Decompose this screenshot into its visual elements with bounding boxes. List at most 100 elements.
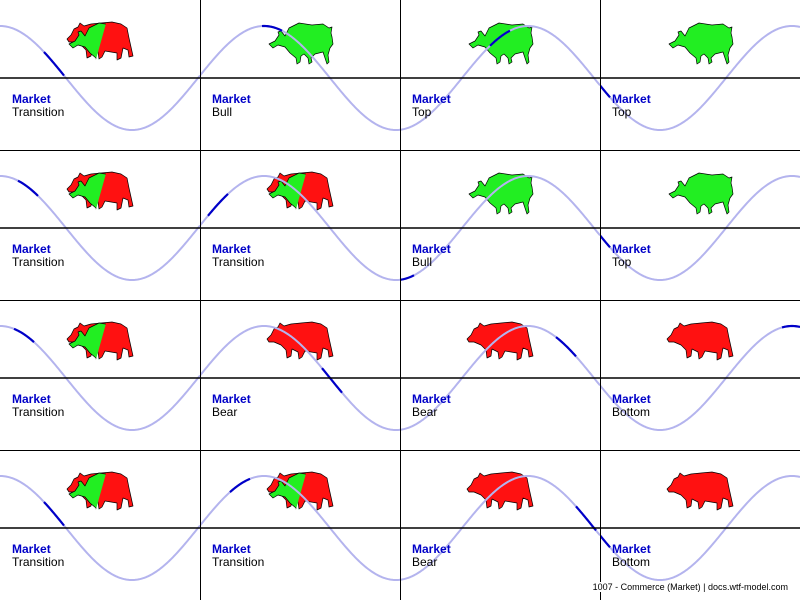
card-title: Market (412, 542, 451, 556)
card-phase-label: Bottom (612, 555, 651, 569)
card-phase-label: Top (612, 105, 632, 119)
card-phase-label: Bottom (612, 405, 651, 419)
current-phase-marker (43, 501, 65, 527)
bull-bear-icon (66, 21, 134, 65)
market-card: Market Transition (200, 150, 400, 300)
market-cycle-wave (200, 174, 400, 282)
card-title: Market (612, 92, 651, 106)
current-phase-marker (575, 505, 597, 532)
cycle-diagram (0, 450, 200, 582)
bull-bear-icon (66, 471, 134, 515)
current-phase-marker (600, 534, 611, 549)
bull-icon (268, 22, 334, 65)
card-phase-label: Bear (412, 405, 438, 419)
market-card: Market Top (400, 0, 600, 150)
market-card: Market Transition (0, 150, 200, 300)
bull-icon (468, 22, 534, 65)
bull-icon (468, 172, 534, 215)
current-phase-marker (229, 477, 251, 493)
card-phase-label: Transition (12, 555, 65, 569)
card-phase-label: Top (612, 255, 632, 269)
card-phase-label: Bull (212, 105, 233, 119)
market-card: Market Bear (200, 300, 400, 450)
market-cycle-wave (0, 25, 200, 132)
card-title: Market (12, 392, 51, 406)
cycle-diagram (0, 300, 200, 432)
market-cycle-wave (600, 324, 800, 432)
card-phase-label: Transition (12, 105, 65, 119)
card-phase-label: Bull (412, 255, 433, 269)
market-cycle-wave (600, 24, 800, 132)
market-cycle-wave (400, 474, 600, 581)
card-title: Market (212, 542, 251, 556)
card-phase-label: Transition (12, 405, 65, 419)
card-title: Market (412, 92, 451, 106)
bull-icon (668, 172, 734, 215)
market-cycle-wave (600, 474, 800, 582)
cycle-diagram (200, 300, 400, 450)
card-phase-label: Bear (412, 555, 438, 569)
card-title: Market (212, 92, 251, 106)
card-phase-label: Transition (212, 555, 265, 569)
market-card: Market Transition (0, 300, 200, 450)
current-phase-marker (600, 234, 611, 249)
market-cycle-wave (200, 324, 400, 432)
cycle-diagram (200, 0, 400, 150)
card-phase-label: Transition (12, 255, 65, 269)
market-card: Market Bear (400, 450, 600, 600)
current-phase-marker (489, 29, 511, 47)
current-phase-marker (43, 51, 65, 77)
card-title: Market (212, 392, 251, 406)
current-phase-marker (17, 179, 39, 197)
current-phase-marker (207, 193, 229, 217)
market-card: Market Bottom (600, 300, 800, 450)
cycle-diagram (400, 150, 600, 300)
card-title: Market (212, 242, 251, 256)
card-title: Market (12, 542, 51, 556)
market-card: Market Top (600, 150, 800, 300)
card-title: Market (12, 242, 51, 256)
cycle-diagram (200, 150, 400, 300)
card-title: Market (412, 242, 451, 256)
bear-icon (466, 321, 534, 361)
current-phase-marker (555, 336, 577, 358)
current-phase-marker (13, 327, 35, 343)
market-cycle-wave (600, 174, 800, 282)
cycle-diagram (200, 450, 400, 600)
cycle-diagram (400, 450, 600, 600)
market-card: Market Bull (200, 0, 400, 150)
market-card: Market Bull (400, 150, 600, 300)
current-phase-marker (261, 24, 283, 32)
bull-icon (668, 22, 734, 65)
market-card: Market Transition (200, 450, 400, 600)
card-title: Market (612, 392, 651, 406)
cycle-diagram (0, 150, 200, 282)
cycle-diagram (600, 150, 800, 300)
current-phase-marker (781, 324, 800, 329)
card-title: Market (412, 392, 451, 406)
cycle-diagram (600, 450, 800, 600)
market-card: Market Transition (0, 450, 200, 600)
card-title: Market (612, 242, 651, 256)
bear-icon (666, 321, 734, 361)
market-cycle-wave (400, 174, 600, 281)
card-title: Market (12, 92, 51, 106)
market-cycle-wave (200, 24, 400, 132)
current-phase-marker (400, 274, 415, 281)
card-title: Market (612, 542, 651, 556)
cycle-diagram (600, 300, 800, 450)
cycle-diagram (600, 0, 800, 150)
cycle-diagram (400, 300, 600, 450)
bull-bear-icon (66, 321, 134, 365)
current-phase-marker (321, 367, 343, 394)
market-card: Market Top (600, 0, 800, 150)
market-card: Market Transition (0, 0, 200, 150)
card-phase-label: Bear (212, 405, 238, 419)
bear-icon (666, 471, 734, 511)
market-card: Market Bear (400, 300, 600, 450)
bull-bear-icon (66, 171, 134, 215)
footer-credit: 1007 - Commerce (Market) | docs.wtf-mode… (590, 582, 790, 592)
card-phase-label: Top (412, 105, 432, 119)
cycle-diagram (400, 0, 600, 150)
